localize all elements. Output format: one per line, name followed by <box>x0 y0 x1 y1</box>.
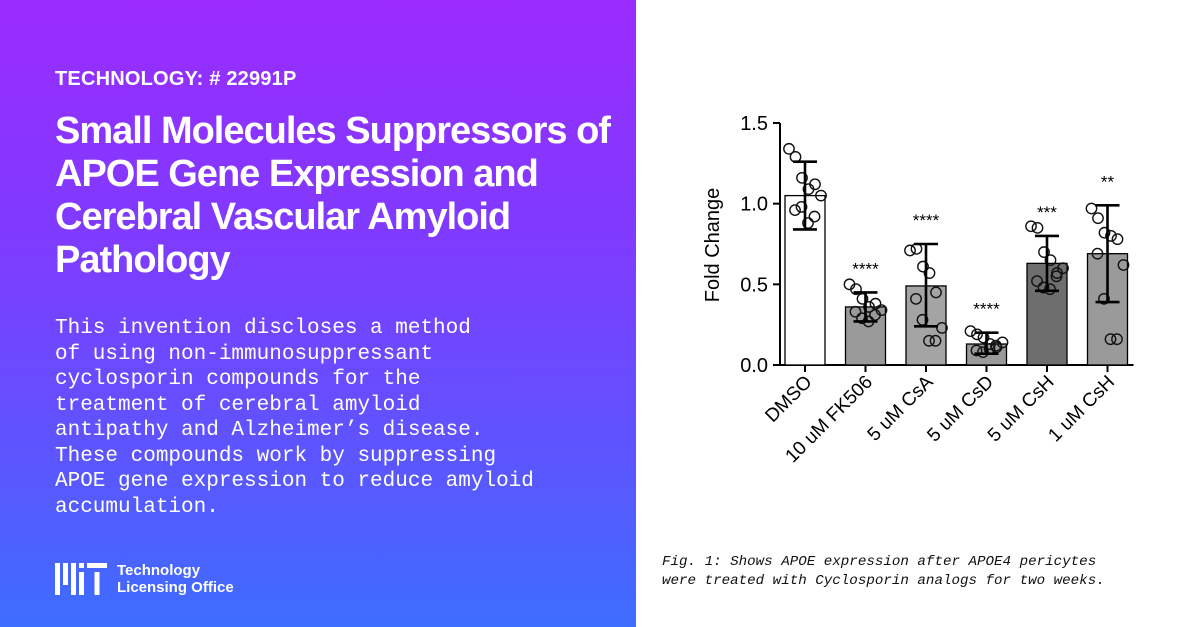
data-point <box>929 334 942 347</box>
data-point <box>789 204 801 217</box>
x-tick-label: 1 uM CsH <box>1044 372 1119 447</box>
y-tick-label: 0.0 <box>740 355 768 377</box>
data-point <box>1038 246 1050 258</box>
data-point <box>1092 212 1104 225</box>
mit-logo-icon <box>55 563 107 595</box>
y-tick-label: 0.5 <box>740 274 768 296</box>
data-point <box>984 338 996 350</box>
data-point <box>904 244 916 257</box>
technology-number: TECHNOLOGY: # 22991P <box>55 68 297 90</box>
data-point <box>856 312 868 325</box>
data-point <box>1098 292 1110 305</box>
data-point <box>1037 281 1050 294</box>
data-point <box>1044 254 1057 267</box>
data-point <box>1057 262 1069 275</box>
data-point <box>917 260 929 273</box>
page-title: Small Molecules Suppressors of APOE Gene… <box>55 110 611 281</box>
data-point <box>1098 226 1111 239</box>
data-point <box>1105 230 1117 242</box>
data-point <box>923 334 935 347</box>
data-point <box>910 292 922 305</box>
figure-caption: Fig. 1: Shows APOE expression after APOE… <box>662 554 1105 589</box>
significance-label: **** <box>913 211 940 230</box>
significance-label: **** <box>852 259 879 278</box>
data-point <box>808 210 821 223</box>
logo-line-1: Technology <box>117 562 201 579</box>
figure-panel: 0.0 0.5 1.0 1.5 Fold Change DMSO 10 uM FK506 **… <box>636 0 1200 627</box>
significance-label: *** <box>1037 203 1057 222</box>
mit-tlo-logo[interactable]: Technology Licensing Office <box>55 562 234 596</box>
data-point <box>1111 333 1123 346</box>
data-point <box>1104 333 1117 346</box>
significance-label: **** <box>973 300 1000 319</box>
y-axis-label: Fold Change <box>702 188 724 303</box>
data-point <box>863 301 875 313</box>
hero-panel: TECHNOLOGY: # 22991P Small Molecules Sup… <box>0 0 636 627</box>
data-point <box>1025 220 1037 233</box>
data-point <box>923 267 936 279</box>
data-point <box>783 142 795 155</box>
data-point <box>936 321 948 334</box>
significance-label: ** <box>1101 172 1115 191</box>
data-point <box>1050 270 1063 283</box>
data-point <box>1091 247 1104 260</box>
data-point <box>1044 283 1056 296</box>
data-point <box>875 304 888 317</box>
data-point <box>850 283 862 296</box>
data-point <box>795 200 808 213</box>
data-point <box>964 325 977 338</box>
description: This invention discloses a method of usi… <box>55 317 534 519</box>
data-point <box>970 344 983 357</box>
data-point <box>971 328 983 341</box>
logo-line-2: Licensing Office <box>117 579 234 596</box>
logo-text: Technology Licensing Office <box>117 562 234 596</box>
data-point <box>1111 233 1124 246</box>
data-point <box>930 286 942 299</box>
data-point <box>996 336 1009 349</box>
data-point <box>796 171 808 184</box>
data-point <box>815 189 827 202</box>
data-point <box>869 297 882 310</box>
data-point <box>849 305 862 318</box>
data-point <box>1117 259 1130 271</box>
data-point <box>1031 221 1044 234</box>
x-tick-label: DMSO <box>761 372 816 427</box>
data-point <box>990 339 1002 352</box>
data-point <box>1085 202 1098 215</box>
data-point <box>809 178 821 191</box>
y-tick-label: 1.5 <box>740 113 768 135</box>
y-tick-label: 1.0 <box>740 194 768 216</box>
data-point <box>1031 275 1043 288</box>
data-point <box>977 346 989 358</box>
